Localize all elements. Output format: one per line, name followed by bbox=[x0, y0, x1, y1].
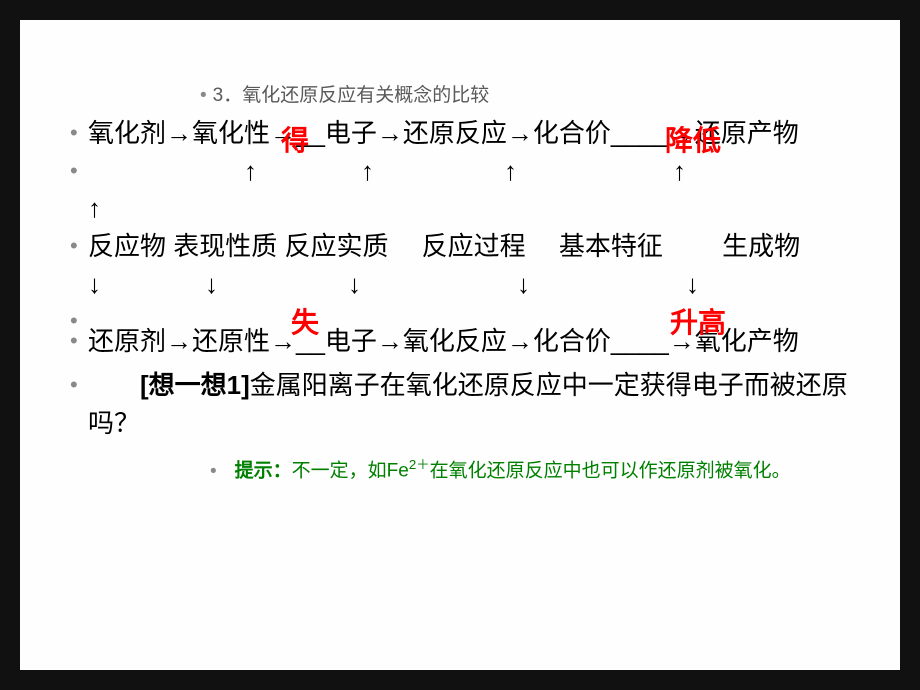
content-block: • 氧化剂→氧化性→__电子→还原反应→化合价____→还原产物 得 降低 • … bbox=[70, 115, 850, 442]
think-prompt-row: • [想一想1]金属阳离子在氧化还原反应中一定获得电子而被还原吗？ bbox=[70, 367, 850, 442]
bullet-icon: • bbox=[70, 323, 88, 358]
hint-row: • 提示：不一定，如Fe2＋在氧化还原反应中也可以作还原剂被氧化。 bbox=[210, 454, 850, 482]
hint-bullet-icon: • bbox=[210, 461, 217, 482]
heading-number: 3． bbox=[213, 85, 243, 106]
oxidizer-chain-text: 氧化剂→氧化性→__电子→还原反应→化合价____→还原产物 得 降低 bbox=[88, 115, 850, 153]
bullet-icon: • bbox=[70, 153, 88, 188]
think-prompt: [想一想1]金属阳离子在氧化还原反应中一定获得电子而被还原吗？ bbox=[88, 367, 850, 442]
reducer-chain-row: • 还原剂→还原性→__电子→氧化反应→化合价____→氧化产物 失 升高 bbox=[70, 323, 850, 361]
annotation-increase: 升高 bbox=[670, 303, 726, 344]
hint-superscript: 2＋ bbox=[409, 457, 430, 472]
bullet-icon: • bbox=[70, 115, 88, 150]
think-label: [想一想1] bbox=[140, 370, 250, 400]
hint-text-after: 在氧化还原反应中也可以作还原剂被氧化。 bbox=[430, 461, 791, 482]
heading-bullet: • bbox=[200, 85, 207, 106]
middle-labels: 反应物 表现性质 反应实质 反应过程 基本特征 生成物 ↓ ↓ ↓ ↓ ↓ bbox=[88, 228, 850, 303]
slide-container: • 3．氧化还原反应有关概念的比较 • 氧化剂→氧化性→__电子→还原反应→化合价… bbox=[20, 20, 900, 670]
heading-text: 氧化还原反应有关概念的比较 bbox=[242, 85, 489, 106]
middle-labels-row: • 反应物 表现性质 反应实质 反应过程 基本特征 生成物 ↓ ↓ ↓ ↓ ↓ bbox=[70, 228, 850, 303]
bullet-icon: • bbox=[70, 367, 88, 402]
hint-text-before: 不一定，如Fe bbox=[292, 461, 409, 482]
section-heading: • 3．氧化还原反应有关概念的比较 bbox=[200, 80, 850, 107]
annotation-lose: 失 bbox=[291, 303, 319, 344]
oxidizer-chain-row: • 氧化剂→氧化性→__电子→还原反应→化合价____→还原产物 得 降低 bbox=[70, 115, 850, 153]
reducer-chain-text: 还原剂→还原性→__电子→氧化反应→化合价____→氧化产物 失 升高 bbox=[88, 323, 850, 361]
bullet-icon: • bbox=[70, 228, 88, 263]
up-arrows: ↑ ↑ ↑ ↑ ↑ bbox=[88, 153, 850, 228]
up-arrows-row: • ↑ ↑ ↑ ↑ ↑ bbox=[70, 153, 850, 228]
hint-label: 提示： bbox=[235, 461, 292, 482]
